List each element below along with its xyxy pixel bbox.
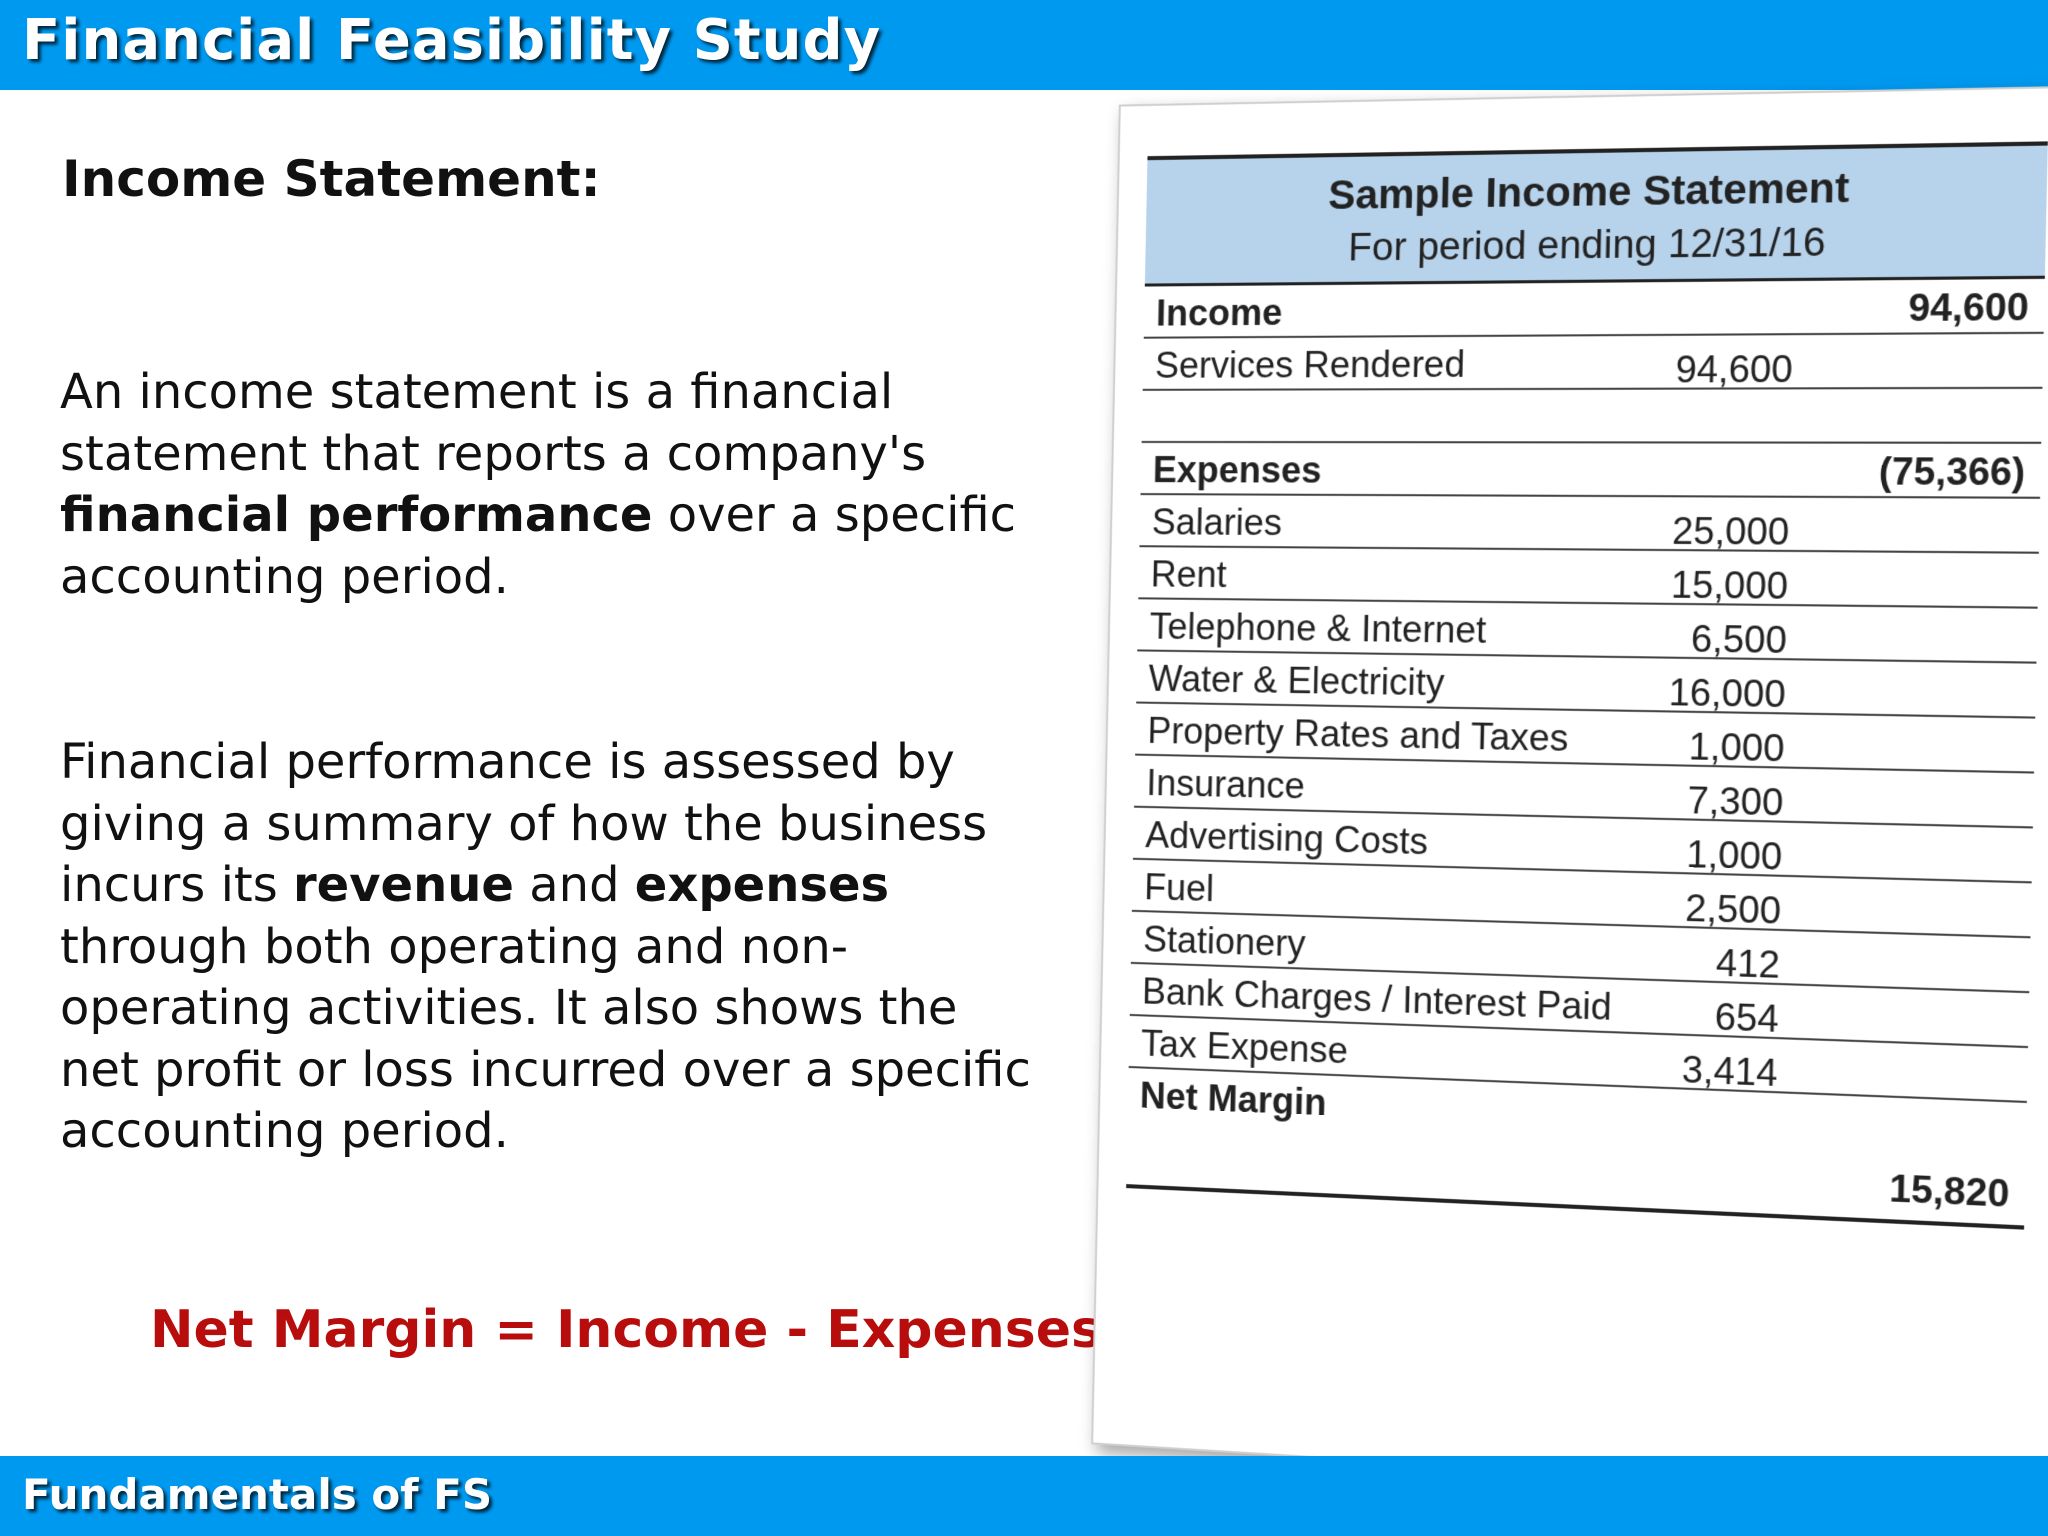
expenses-label: Expenses	[1152, 449, 1322, 492]
footer-bar: Fundamentals of FS	[0, 1456, 2048, 1536]
net-margin-formula: Net Margin = Income - Expenses	[150, 1300, 1102, 1360]
section-heading: Income Statement:	[62, 150, 601, 208]
income-row: Income 94,600	[1144, 279, 2045, 339]
expense-label: Salaries	[1151, 501, 1282, 544]
expense-amount: 3,414	[1681, 1048, 1778, 1095]
expense-amount: 25,000	[1672, 510, 1790, 554]
slide-title: Financial Feasibility Study	[22, 8, 881, 73]
services-label: Services Rendered	[1155, 343, 1466, 387]
income-total: 94,600	[1908, 285, 2029, 330]
expense-label: Advertising Costs	[1145, 814, 1429, 863]
expense-row: Rent 15,000	[1138, 547, 2038, 609]
income-label: Income	[1156, 291, 1283, 334]
expense-label: Tax Expense	[1141, 1022, 1349, 1072]
expense-label: Telephone & Internet	[1149, 605, 1487, 652]
para2-text-2: and	[514, 857, 635, 913]
income-statement-card: Sample Income Statement For period endin…	[1091, 86, 2048, 1504]
para1-bold-financial-performance: financial performance	[60, 487, 652, 543]
expense-amount: 2,500	[1685, 887, 1782, 933]
expense-label: Fuel	[1144, 866, 1215, 910]
net-margin-total: 15,820	[1889, 1167, 2010, 1216]
statement-header: Sample Income Statement For period endin…	[1145, 141, 2048, 286]
expense-row: Salaries 25,000	[1139, 495, 2040, 554]
expenses-row: Expenses (75,366)	[1140, 443, 2041, 499]
expense-label: Rent	[1150, 553, 1227, 596]
services-amount: 94,600	[1675, 348, 1793, 392]
header-bar: Financial Feasibility Study	[0, 0, 2048, 90]
expense-amount: 7,300	[1687, 779, 1784, 825]
definition-paragraph: An income statement is a financial state…	[60, 362, 1050, 608]
para2-text-3: through both operating and non-operating…	[60, 919, 1031, 1160]
statement-subtitle: For period ending 12/31/16	[1145, 213, 2046, 276]
expense-label: Insurance	[1146, 762, 1305, 808]
para1-text-1: An income statement is a financial state…	[60, 364, 926, 482]
expense-amount: 1,000	[1686, 833, 1783, 879]
assessment-paragraph: Financial performance is assessed by giv…	[60, 732, 1050, 1163]
net-margin-label: Net Margin	[1140, 1074, 1327, 1124]
statement-card-wrapper: Sample Income Statement For period endin…	[1105, 105, 2025, 1445]
footer-title: Fundamentals of FS	[22, 1470, 492, 1519]
expense-label: Stationery	[1143, 918, 1306, 965]
para2-bold-revenue: revenue	[293, 857, 514, 913]
expense-label: Water & Electricity	[1148, 658, 1445, 705]
expense-amount: 16,000	[1668, 671, 1786, 716]
expense-amount: 15,000	[1670, 564, 1788, 609]
para2-bold-expenses: expenses	[635, 857, 889, 913]
expense-amount: 1,000	[1688, 725, 1785, 770]
expense-amount: 412	[1715, 942, 1780, 988]
expense-label: Property Rates and Taxes	[1147, 710, 1569, 760]
income-statement-table: Sample Income Statement For period endin…	[1126, 141, 2048, 1229]
spacer-row	[1142, 389, 2043, 444]
expense-amount: 654	[1714, 995, 1779, 1041]
expense-rows: Salaries 25,000 Rent 15,000 Telephone & Inte…	[1129, 495, 2040, 1103]
services-row: Services Rendered 94,600	[1143, 334, 2044, 391]
expenses-total: (75,366)	[1878, 450, 2025, 495]
expense-amount: 6,500	[1690, 618, 1787, 663]
